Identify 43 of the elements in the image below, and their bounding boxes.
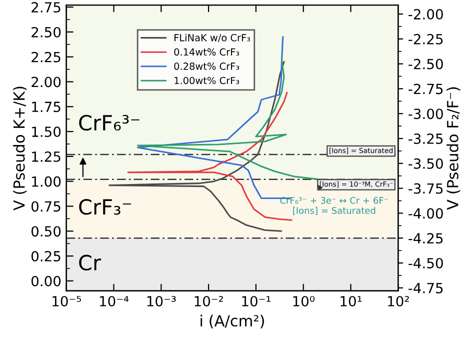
y2-tick-label: -2.50 <box>408 58 443 70</box>
y2-tick-label: -4.50 <box>408 258 443 268</box>
annotation: CrF₆³⁻ + 3e⁻ ↔ Cr + 6F⁻ [Ions] = Saturated <box>280 196 388 215</box>
legend-label: FLiNaK w/o CrF₃ <box>174 34 250 42</box>
x-tick-label: 10¹ <box>340 296 362 306</box>
x-tick-label: 10⁻³ <box>147 296 176 306</box>
y2-tick-label: -4.25 <box>408 233 443 244</box>
y-tick-label: 1.25 <box>32 151 60 162</box>
y2-tick-label: -3.75 <box>408 183 443 194</box>
legend-label: 1.00wt% CrF₃ <box>174 76 240 84</box>
y2-tick-label: -2.25 <box>408 34 443 44</box>
y-tick-label: 0.50 <box>31 226 61 237</box>
y-tick-label: 1.50 <box>32 126 61 138</box>
x-tick-label: 10⁻¹ <box>242 296 270 306</box>
y-tick-label: 1.75 <box>32 102 60 112</box>
x-tick-label: 10² <box>388 296 409 306</box>
y-tick-label: 2.25 <box>32 52 60 62</box>
y-tick-label: 0.25 <box>31 250 60 262</box>
y-tick-label: 2.75 <box>32 2 60 13</box>
y2-tick-label: -2.00 <box>408 9 443 20</box>
y-tick-label: 2.00 <box>32 76 61 88</box>
x-tick-label: 10⁻² <box>194 296 223 306</box>
x-tick-label: 10⁻⁴ <box>100 296 129 306</box>
y-tick-label: 1.00 <box>32 176 61 187</box>
y-axis-title: V (Pseudo K+/K) <box>13 86 27 210</box>
y2-tick-label: -4.75 <box>408 283 443 294</box>
y2-tick-label: -3.00 <box>408 108 443 120</box>
y2-tick-label: -3.25 <box>408 133 443 144</box>
y2-tick-label: -3.50 <box>408 158 443 169</box>
band-label: CrF₆³⁻ <box>79 114 140 131</box>
y2-tick-label: -4.00 <box>408 208 443 219</box>
x-tick-label: 10⁻⁵ <box>52 296 81 306</box>
y-tick-label: 0.00 <box>31 276 61 286</box>
x-tick-label: 10⁰ <box>293 296 314 306</box>
y-tick-label: 0.75 <box>31 201 60 212</box>
x-axis-title: i (A/cm²) <box>200 314 264 328</box>
band-label: Cr <box>79 254 102 271</box>
y2-tick-label: -2.75 <box>408 84 443 94</box>
y2-axis-title: V (Pseudo F₂/F⁻) <box>446 87 460 210</box>
band-label: CrF₃⁻ <box>79 199 132 215</box>
y-tick-label: 2.50 <box>32 26 61 38</box>
legend-label: 0.14wt% CrF₃ <box>174 48 240 56</box>
legend-label: 0.28wt% CrF₃ <box>174 62 240 70</box>
